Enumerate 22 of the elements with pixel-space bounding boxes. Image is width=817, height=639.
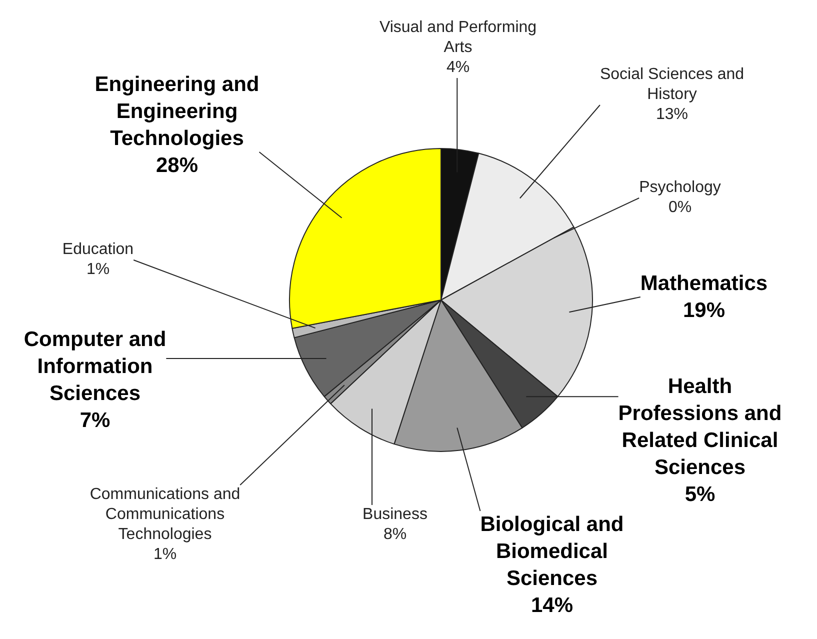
- data-label: 7%: [80, 407, 110, 434]
- slice-label: Communications and Communications Technologies: [88, 485, 242, 545]
- data-label: 4%: [446, 58, 470, 78]
- text: 0%: [668, 199, 692, 216]
- data-label: 5%: [684, 480, 716, 508]
- slice-label: Mathematics: [639, 271, 769, 297]
- slice-label: Engineering and Engineering Technologies: [94, 72, 260, 152]
- slice-label: Visual and Performing Arts: [378, 18, 538, 58]
- data-label: 13%: [656, 105, 688, 125]
- slice-label: Social Sciences and History: [598, 65, 746, 105]
- data-label: 8%: [383, 525, 407, 545]
- slice-label: Computer and Information Sciences: [22, 327, 168, 407]
- data-label: 1%: [86, 260, 110, 280]
- category-label: Psychology: [639, 179, 721, 196]
- data-label: 14%: [530, 592, 574, 619]
- data-label: 19%: [682, 297, 726, 324]
- data-label: 1%: [153, 545, 177, 565]
- slice-label: Health Professions and Related Clinical Sciences: [617, 374, 783, 480]
- slice-label: Business: [362, 505, 428, 525]
- data-label: 28%: [156, 152, 198, 179]
- slice-label: Education: [61, 240, 135, 260]
- slice-label: Biological and Biomedical Sciences: [479, 512, 625, 592]
